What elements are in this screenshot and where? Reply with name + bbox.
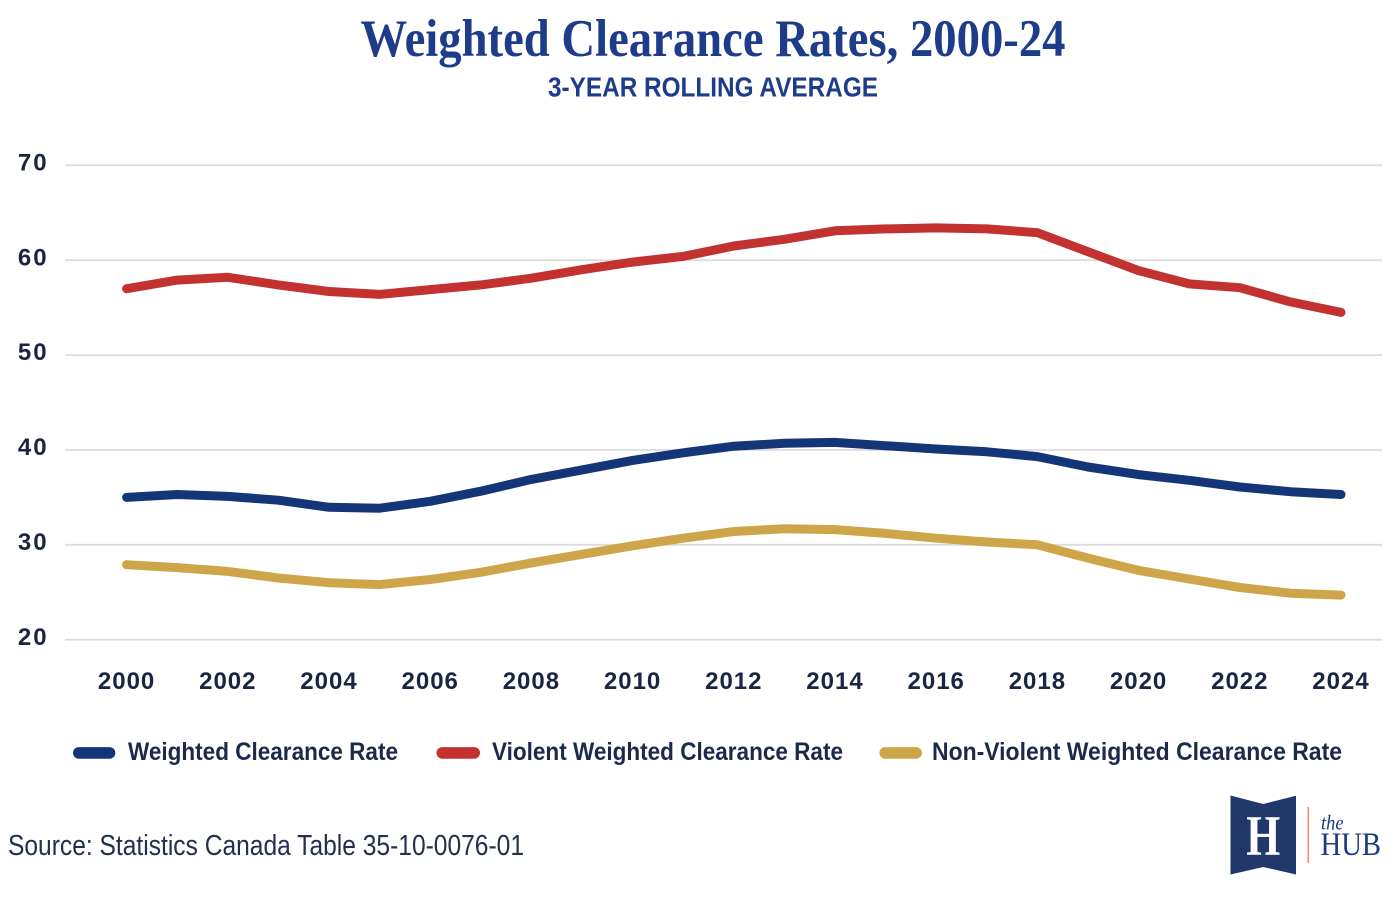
svg-text:20: 20 (18, 624, 49, 651)
svg-text:Non-Violent Weighted Clearance: Non-Violent Weighted Clearance Rate (932, 738, 1342, 766)
svg-text:2004: 2004 (300, 668, 357, 695)
svg-text:the: the (1321, 811, 1344, 835)
svg-text:HUB: HUB (1321, 827, 1382, 863)
svg-text:2002: 2002 (199, 668, 256, 695)
svg-text:40: 40 (18, 434, 49, 461)
svg-text:2018: 2018 (1009, 668, 1066, 695)
svg-text:2000: 2000 (98, 668, 155, 695)
svg-text:2024: 2024 (1312, 668, 1369, 695)
svg-text:2006: 2006 (402, 668, 459, 695)
svg-text:2010: 2010 (604, 668, 661, 695)
svg-text:2008: 2008 (503, 668, 560, 695)
svg-text:2016: 2016 (908, 668, 965, 695)
svg-text:50: 50 (18, 339, 49, 366)
svg-text:30: 30 (18, 529, 49, 556)
svg-text:3-YEAR ROLLING AVERAGE: 3-YEAR ROLLING AVERAGE (548, 72, 878, 103)
svg-text:Weighted Clearance Rate: Weighted Clearance Rate (128, 738, 398, 766)
svg-text:Violent Weighted Clearance Rat: Violent Weighted Clearance Rate (492, 738, 843, 766)
svg-text:60: 60 (18, 244, 49, 271)
svg-text:2012: 2012 (705, 668, 762, 695)
svg-text:H: H (1246, 805, 1280, 868)
svg-text:2020: 2020 (1110, 668, 1167, 695)
svg-text:2014: 2014 (806, 668, 863, 695)
svg-text:70: 70 (18, 149, 49, 176)
svg-text:Source: Statistics Canada Tabl: Source: Statistics Canada Table 35-10-00… (8, 830, 524, 862)
svg-text:Weighted Clearance Rates, 2000: Weighted Clearance Rates, 2000-24 (361, 10, 1066, 68)
svg-text:2022: 2022 (1211, 668, 1268, 695)
